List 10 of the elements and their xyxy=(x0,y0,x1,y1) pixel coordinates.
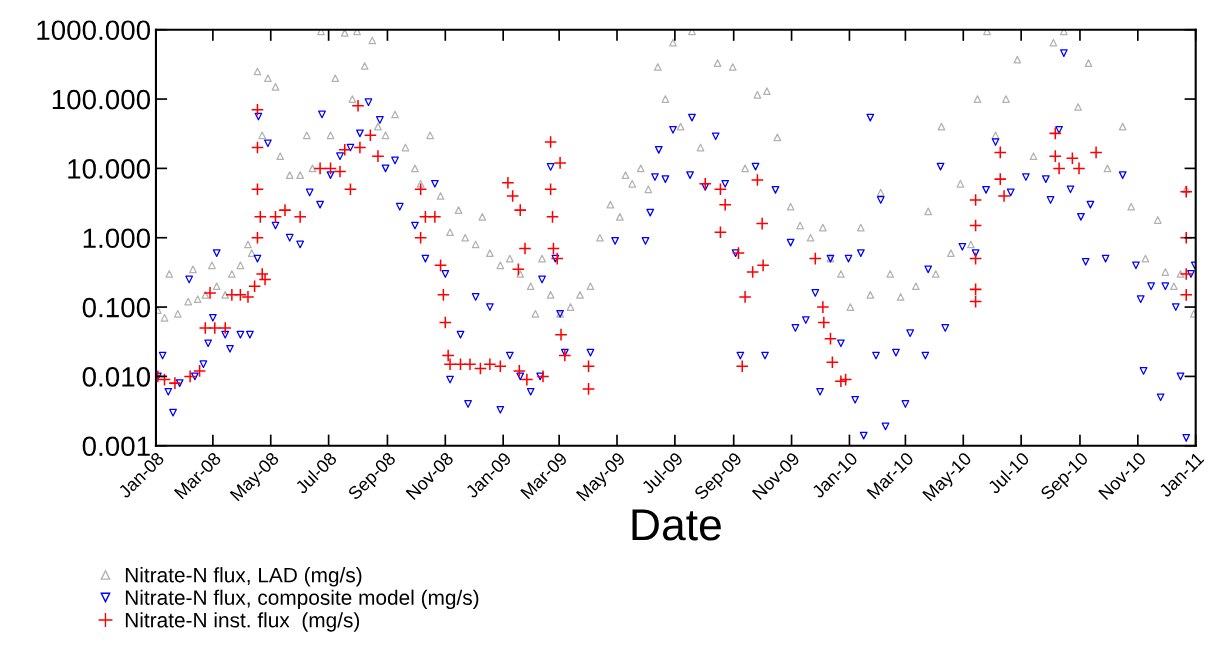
legend-label: Nitrate-N inst. flux (mg/s) xyxy=(125,612,360,632)
y-tick-label: 1.000 xyxy=(83,228,151,249)
x-axis-title: Date xyxy=(632,509,721,541)
y-tick-label: 1000.000 xyxy=(37,20,151,41)
y-tick-label: 100.000 xyxy=(52,89,151,110)
legend-label: Nitrate-N flux, composite model (mg/s) xyxy=(125,589,479,610)
y-tick-label: 0.010 xyxy=(82,367,151,387)
y-tick-label: 0.100 xyxy=(82,297,151,318)
legend-label: Nitrate-N flux, LAD (mg/s) xyxy=(125,567,362,587)
y-tick-label: 10.000 xyxy=(68,159,151,179)
